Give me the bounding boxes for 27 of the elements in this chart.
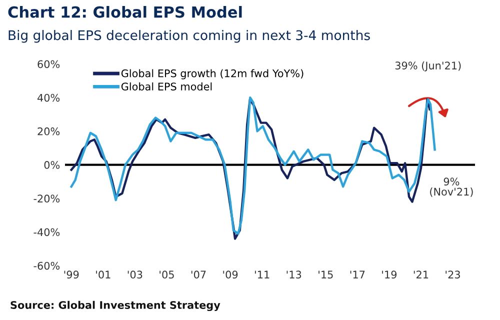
- chart-subtitle: Big global EPS deceleration coming in next 3-4 months: [8, 30, 370, 43]
- x-tick-label: '11: [255, 270, 270, 278]
- x-tick-label: '99: [64, 270, 79, 279]
- x-tick-label: '15: [318, 270, 333, 279]
- y-tick-label: -60%: [34, 262, 60, 270]
- chart-title: Chart 12: Global EPS Model: [8, 6, 242, 18]
- x-tick-label: '01: [96, 270, 110, 279]
- y-tick-label: 0%: [44, 161, 60, 169]
- x-tick-label: '05: [160, 270, 174, 279]
- legend-label: Global EPS growth (12m fwd YoY%): [121, 69, 304, 80]
- x-tick-label: '19: [382, 270, 397, 279]
- source-note: Source: Global Investment Strategy: [10, 300, 220, 312]
- y-tick-label: 20%: [38, 127, 60, 136]
- annotation: 9% (Nov'21): [430, 178, 473, 197]
- annotation: 39% (Jun'21): [395, 61, 461, 72]
- x-tick-label: '21: [414, 270, 428, 278]
- x-tick-label: '23: [446, 270, 460, 279]
- x-tick-label: '17: [350, 270, 365, 278]
- y-tick-label: -20%: [34, 194, 60, 203]
- x-tick-label: '09: [223, 270, 238, 279]
- x-tick-label: '03: [128, 270, 142, 279]
- legend-label: Global EPS model: [121, 82, 212, 90]
- y-tick-label: 60%: [38, 60, 60, 68]
- x-tick-label: '13: [286, 270, 302, 279]
- x-tick-label: '07: [191, 270, 206, 279]
- y-tick-label: 40%: [37, 94, 60, 102]
- y-tick-label: -40%: [34, 228, 60, 236]
